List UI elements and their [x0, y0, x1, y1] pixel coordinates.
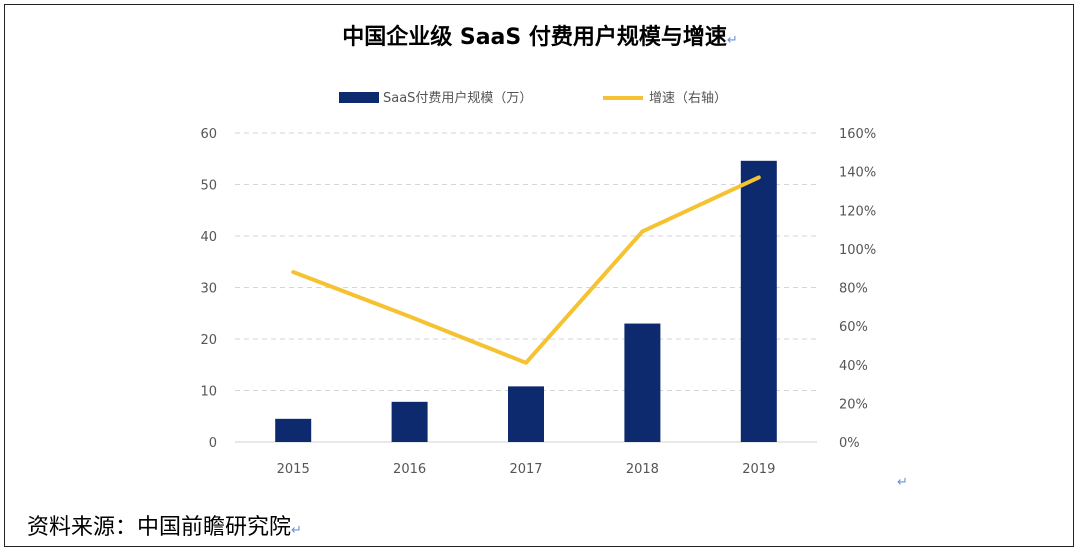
legend-bar-swatch — [339, 92, 379, 103]
x-tick-label: 2016 — [393, 462, 426, 477]
left-tick-label: 10 — [200, 385, 217, 400]
bar — [508, 386, 544, 442]
source-note: 资料来源：中国前瞻研究院↵ — [27, 509, 302, 541]
chart-title-text: 中国企业级 SaaS 付费用户规模与增速 — [342, 25, 727, 50]
left-tick-label: 50 — [200, 179, 217, 194]
right-tick-label: 20% — [839, 397, 868, 412]
growth-line — [291, 175, 761, 365]
x-tick-label: 2017 — [509, 462, 542, 477]
left-tick-label: 60 — [200, 127, 217, 142]
right-tick-label: 80% — [839, 282, 868, 297]
left-tick-label: 30 — [200, 282, 217, 297]
right-axis: 0% 20% 40% 60% 80% 100% 120% 140% 160% — [839, 127, 876, 451]
x-tick-label: 2015 — [277, 462, 310, 477]
right-tick-label: 0% — [839, 436, 860, 451]
return-mark-icon: ↵ — [726, 33, 738, 48]
bar — [275, 418, 312, 442]
bar — [391, 401, 428, 442]
bar — [740, 160, 777, 442]
line-series — [291, 175, 761, 365]
right-tick-label: 40% — [839, 359, 868, 374]
right-tick-label: 140% — [839, 166, 876, 181]
right-tick-label: 160% — [839, 127, 876, 142]
bar — [624, 323, 661, 442]
x-tick-label: 2019 — [742, 462, 775, 477]
left-tick-label: 40 — [200, 230, 217, 245]
x-tick-label: 2018 — [626, 462, 659, 477]
x-axis: 2015 2016 2017 2018 2019 — [277, 462, 776, 477]
left-axis: 0 10 20 30 40 50 60 — [200, 127, 217, 451]
chart-title: 中国企业级 SaaS 付费用户规模与增速↵ — [5, 19, 1075, 51]
right-tick-label: 100% — [839, 243, 876, 258]
chart-frame: 中国企业级 SaaS 付费用户规模与增速↵ 0 10 20 30 40 50 60 0% 20… — [4, 4, 1074, 547]
bar-series — [275, 160, 777, 442]
right-tick-label: 120% — [839, 204, 876, 219]
return-mark-icon: ↵ — [291, 523, 302, 538]
left-tick-label: 20 — [200, 333, 217, 348]
legend-bar-label: SaaS付费用户规模（万） — [383, 90, 532, 106]
legend: SaaS付费用户规模（万） 增速（右轴） — [339, 90, 727, 106]
legend-line-label: 增速（右轴） — [649, 91, 727, 106]
chart-svg: 0 10 20 30 40 50 60 0% 20% 40% 60% 80% 100% 120% 140%… — [200, 90, 876, 477]
return-mark-icon: ↵ — [897, 475, 908, 490]
source-text: 资料来源：中国前瞻研究院 — [27, 515, 292, 540]
left-tick-label: 0 — [209, 436, 217, 451]
right-tick-label: 60% — [839, 320, 868, 335]
